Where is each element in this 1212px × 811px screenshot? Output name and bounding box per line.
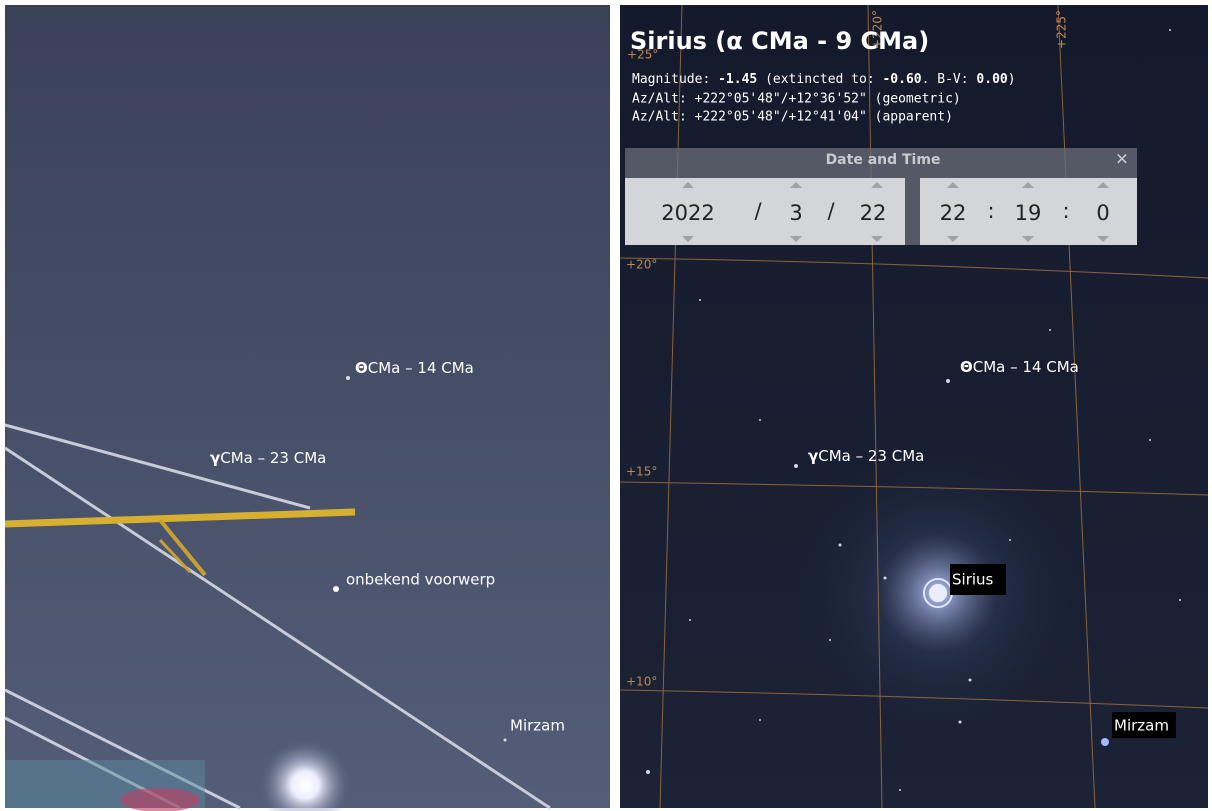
greek: Θ [355,359,368,377]
mag-close: ) [1008,72,1016,87]
date-time-dialog: Date and Time ✕ 2022 / 3 / 22 22 : 19 : … [625,148,1137,245]
photo-label: Mirzam [510,717,565,735]
month[interactable]: 3 [789,201,802,225]
photo-label: onbekend voorwerp [346,571,495,589]
extinct-label: (extincted to: [765,72,875,87]
label-text: CMa – 23 CMa [818,447,924,465]
object [333,586,339,592]
date-box [625,178,905,245]
second[interactable]: 0 [1096,201,1109,225]
star [346,376,350,380]
spin-arrows [682,182,1109,242]
hour[interactable]: 22 [940,201,967,225]
azalt: Az/Alt: +222°05'48"/+12°36'52" (geometri… [632,92,961,107]
separator: / [754,199,762,223]
star [503,738,507,742]
mag-value: -1.45 [718,72,757,87]
separator: : [1062,199,1069,223]
azalt: Az/Alt: +222°05'48"/+12°41'04" (apparent… [632,110,953,125]
grid-label: +15° [626,465,657,479]
photo: ΘCMa – 14 CMa γCMa – 23 CMa onbekend voo… [4,5,610,811]
photo-label: γCMa – 23 CMa [210,449,326,467]
grid-label: +10° [626,675,657,689]
greek: γ [808,447,818,465]
sky-label: ΘCMa – 14 CMa [960,358,1079,376]
label-text: CMa – 14 CMa [368,359,474,377]
time-box [920,178,1137,245]
grid-label: +220° [871,10,885,49]
photo-label: ΘCMa – 14 CMa [355,359,474,377]
sky-label: Mirzam [1114,717,1169,735]
sky-label: Sirius [952,571,994,589]
dialog-header: Date and Time [826,152,941,168]
separator: : [987,199,994,223]
pole [4,508,356,577]
photo-sky [5,5,610,808]
sky-label: γCMa – 23 CMa [808,447,924,465]
sirius [929,584,947,602]
bv-value: 0.00 [976,72,1007,87]
minute[interactable]: 19 [1015,201,1042,225]
greek: γ [210,449,220,467]
extinct-value: -0.60 [882,72,921,87]
greek: Θ [960,358,973,376]
label-text: CMa – 14 CMa [973,358,1079,376]
red-light [120,788,200,811]
year[interactable]: 2022 [661,201,714,225]
grid-label: +225° [1055,10,1069,49]
dialog-close[interactable]: ✕ [1115,150,1128,169]
lamp [260,740,350,811]
label-bg [1112,712,1176,738]
grid-label: +25° [627,48,658,62]
grid-label: +20° [626,258,657,272]
label-bg [950,564,1006,595]
star [1101,738,1109,746]
stellarium: +25° +20° +15° +10° +220° +225° Sirius (… [619,4,1209,809]
magnitude: Magnitude: -1.45 (extincted to: -0.60. B… [632,72,1016,87]
bv-label: . B-V: [922,72,969,87]
separator: / [827,199,835,223]
stars [646,29,1181,791]
day[interactable]: 22 [860,201,887,225]
object-title: Sirius (α CMa - 9 CMa) [630,27,929,55]
mag-label: Magnitude: [632,72,710,87]
label-text: CMa – 23 CMa [220,449,326,467]
